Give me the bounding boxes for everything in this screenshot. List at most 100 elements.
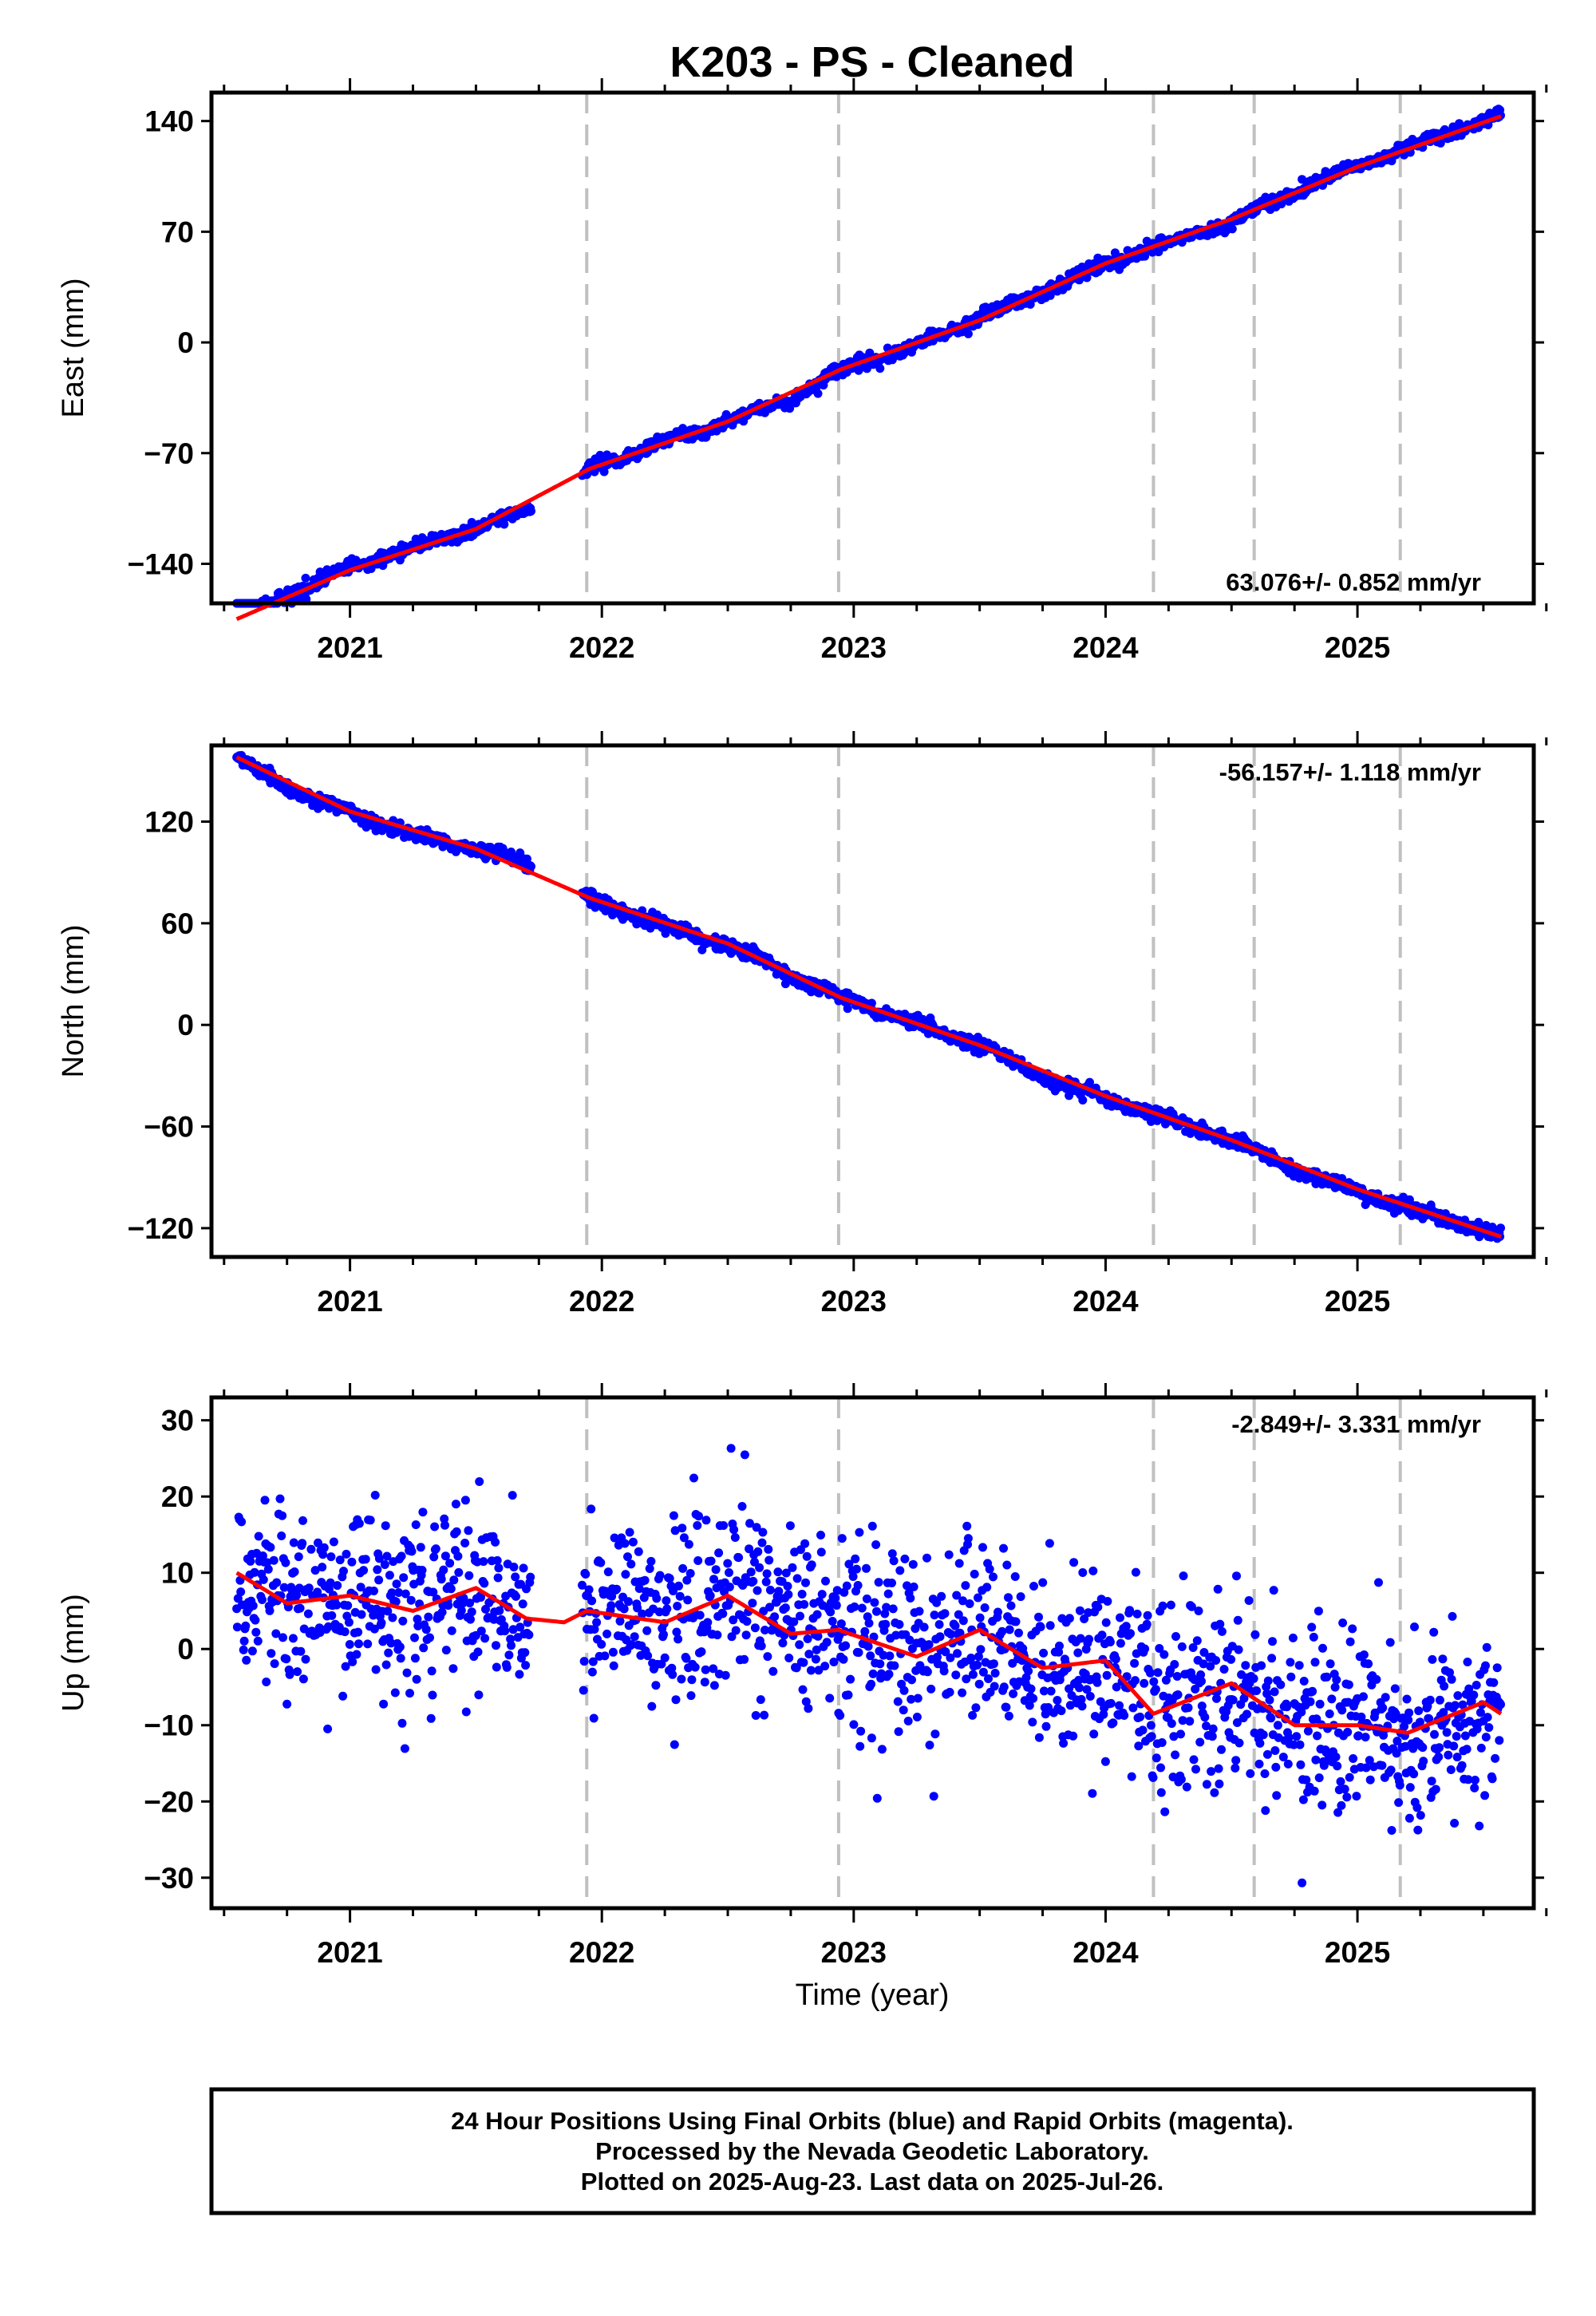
- observation-point: [1073, 1648, 1083, 1658]
- observation-point: [851, 1564, 861, 1574]
- observation-point: [1112, 1682, 1121, 1692]
- observation-point: [1178, 1716, 1187, 1725]
- observation-point: [603, 1567, 613, 1577]
- observation-point: [430, 1522, 440, 1531]
- observation-point: [693, 1556, 703, 1565]
- observation-point: [855, 1528, 864, 1537]
- observation-point: [679, 1533, 689, 1543]
- observation-point: [828, 1617, 837, 1626]
- observation-point: [492, 1555, 502, 1565]
- observation-point: [729, 1525, 739, 1535]
- observation-point: [734, 1553, 744, 1563]
- observation-point: [1357, 1712, 1366, 1721]
- velocity-label: 63.076+/- 0.852 mm/yr: [1226, 568, 1481, 596]
- observation-point: [464, 1526, 473, 1535]
- observation-point: [883, 1589, 893, 1599]
- observation-point: [888, 1604, 898, 1614]
- observation-point: [870, 1598, 879, 1607]
- observation-point: [1450, 1819, 1460, 1828]
- observation-point: [1387, 1826, 1396, 1835]
- observation-point: [524, 1630, 534, 1639]
- observation-point: [1142, 1619, 1152, 1629]
- observation-point: [1085, 1692, 1095, 1701]
- observation-point: [863, 1642, 873, 1651]
- observation-point: [587, 1504, 596, 1514]
- y-axis-title: East (mm): [57, 278, 90, 417]
- observation-point: [760, 1626, 769, 1634]
- observation-point: [740, 1654, 749, 1664]
- observation-point: [1202, 1780, 1211, 1789]
- observation-point: [701, 1665, 710, 1674]
- observation-point: [508, 1625, 518, 1634]
- observation-point: [965, 1599, 974, 1608]
- observation-point: [836, 1619, 846, 1629]
- observation-point: [721, 1670, 730, 1680]
- observation-point: [922, 1553, 931, 1563]
- observation-point: [1435, 1743, 1444, 1753]
- observation-point: [464, 1571, 474, 1580]
- observation-point: [651, 1681, 661, 1690]
- observation-point: [589, 1713, 598, 1723]
- observation-point: [1381, 1693, 1390, 1702]
- observation-point: [511, 1572, 520, 1582]
- observation-point: [689, 1473, 698, 1483]
- observation-point: [429, 1587, 438, 1597]
- observation-point: [1469, 1690, 1479, 1700]
- observation-point: [1055, 1641, 1064, 1650]
- observation-point: [381, 1521, 390, 1531]
- observation-point: [303, 1609, 313, 1618]
- observation-point: [371, 1665, 381, 1674]
- observation-point: [971, 1703, 981, 1713]
- observation-point: [347, 1557, 357, 1567]
- observation-point: [1348, 1624, 1357, 1634]
- observation-point: [1309, 1632, 1318, 1642]
- observation-point: [1303, 1726, 1313, 1736]
- observation-point: [512, 1591, 520, 1601]
- observation-point: [1111, 1654, 1120, 1664]
- observation-point: [958, 1616, 968, 1626]
- observation-point: [935, 1632, 945, 1642]
- observation-point: [659, 1630, 668, 1639]
- observation-point: [357, 1610, 366, 1619]
- observation-point: [259, 1575, 268, 1584]
- observation-point: [893, 1697, 903, 1706]
- observation-point: [814, 1666, 824, 1675]
- observation-point: [1189, 1755, 1199, 1765]
- observation-point: [1310, 1658, 1320, 1667]
- observation-point: [495, 1606, 504, 1615]
- observation-point: [1260, 1769, 1270, 1778]
- observation-point: [817, 1590, 827, 1599]
- observation-point: [1147, 1732, 1156, 1741]
- observation-point: [674, 1634, 683, 1644]
- observation-point: [1170, 1660, 1179, 1669]
- observation-point: [974, 1652, 983, 1662]
- observation-point: [427, 1666, 437, 1676]
- observation-point: [729, 1615, 738, 1625]
- observation-point: [1151, 1685, 1160, 1694]
- observation-point: [289, 1538, 298, 1547]
- observation-point: [1034, 1612, 1043, 1622]
- observation-point: [342, 1549, 351, 1559]
- observation-point: [1338, 1618, 1348, 1627]
- observation-point: [382, 1551, 392, 1561]
- observation-point: [476, 1593, 485, 1602]
- observation-point: [862, 1594, 871, 1603]
- observation-point: [773, 1567, 783, 1577]
- observation-point: [1310, 1786, 1319, 1796]
- observation-point: [798, 1685, 808, 1694]
- observation-point: [668, 1670, 678, 1679]
- observation-point: [1125, 1606, 1135, 1615]
- observation-point: [1156, 1763, 1165, 1773]
- observation-point: [678, 1563, 688, 1573]
- observation-point: [500, 1626, 510, 1636]
- observation-point: [356, 1583, 365, 1592]
- observation-point: [849, 1720, 859, 1729]
- observation-point: [1235, 1738, 1244, 1748]
- observation-point: [1283, 1759, 1293, 1769]
- observation-point: [282, 1654, 291, 1664]
- observation-point: [1215, 1779, 1224, 1788]
- observation-point: [1219, 1665, 1229, 1674]
- observation-point: [1299, 1677, 1309, 1686]
- observation-point: [781, 1568, 791, 1578]
- observation-point: [527, 862, 535, 871]
